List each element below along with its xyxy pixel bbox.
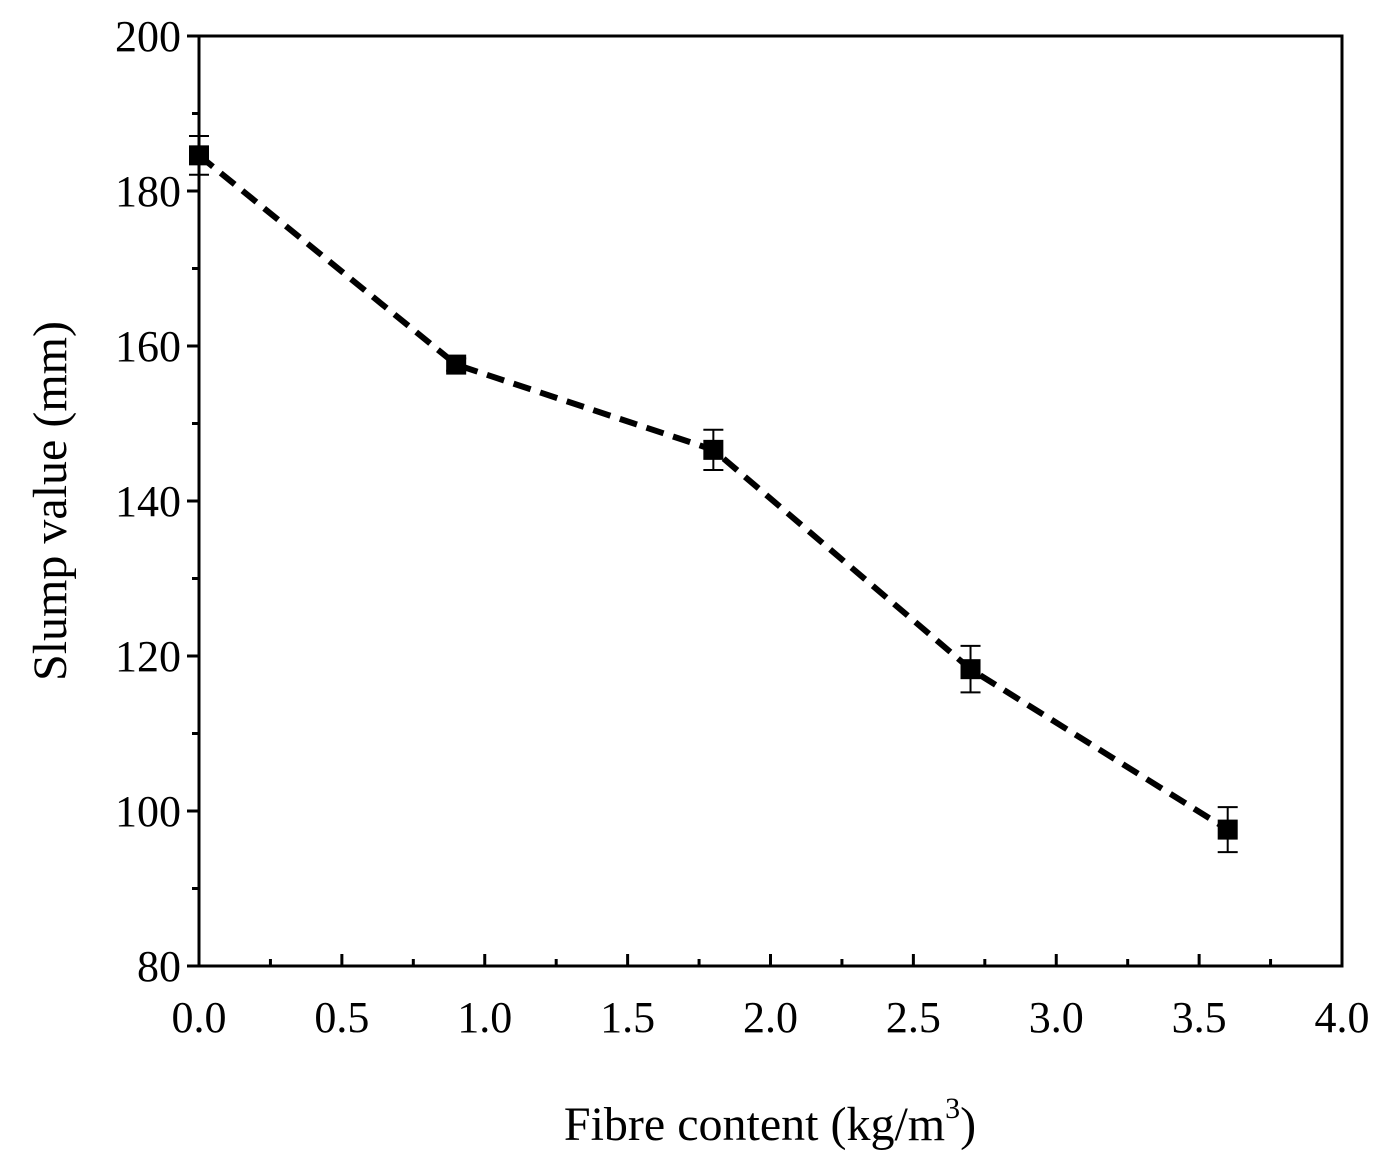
y-axis-ticks: [187, 34, 199, 968]
x-tick-label: 3.0: [1029, 993, 1084, 1042]
y-tick-label: 80: [137, 942, 181, 991]
data-point: [189, 145, 209, 166]
y-tick-label: 120: [115, 632, 181, 681]
x-tick-label: 3.5: [1172, 993, 1227, 1042]
data-point: [960, 659, 981, 680]
y-axis-tick-labels: 80 100 120 140 160 180 200: [115, 12, 181, 991]
x-tick-label: 1.5: [600, 993, 655, 1042]
series-line: [197, 153, 1230, 833]
y-axis-title: Slump value (mm): [24, 321, 77, 681]
error-bars: [189, 134, 1238, 854]
data-point: [703, 439, 724, 460]
x-axis-title: Fibre content (kg/m3): [564, 1092, 976, 1151]
y-tick-label: 200: [115, 12, 181, 61]
x-tick-label: 4.0: [1315, 993, 1370, 1042]
y-tick-label: 160: [115, 322, 181, 371]
x-tick-label: 2.0: [743, 993, 798, 1042]
x-tick-label: 2.5: [886, 993, 941, 1042]
x-tick-label: 1.0: [457, 993, 512, 1042]
x-axis-tick-labels: 0.0 0.5 1.0 1.5 2.0 2.5 3.0 3.5 4.0: [172, 993, 1370, 1042]
data-markers: [189, 145, 1238, 840]
data-point: [446, 354, 467, 375]
x-tick-label: 0.0: [172, 993, 227, 1042]
x-axis-ticks: [197, 954, 1344, 966]
y-tick-label: 140: [115, 477, 181, 526]
y-tick-label: 100: [115, 787, 181, 836]
y-tick-label: 180: [115, 167, 181, 216]
data-point: [1217, 819, 1238, 840]
x-tick-label: 0.5: [314, 993, 369, 1042]
